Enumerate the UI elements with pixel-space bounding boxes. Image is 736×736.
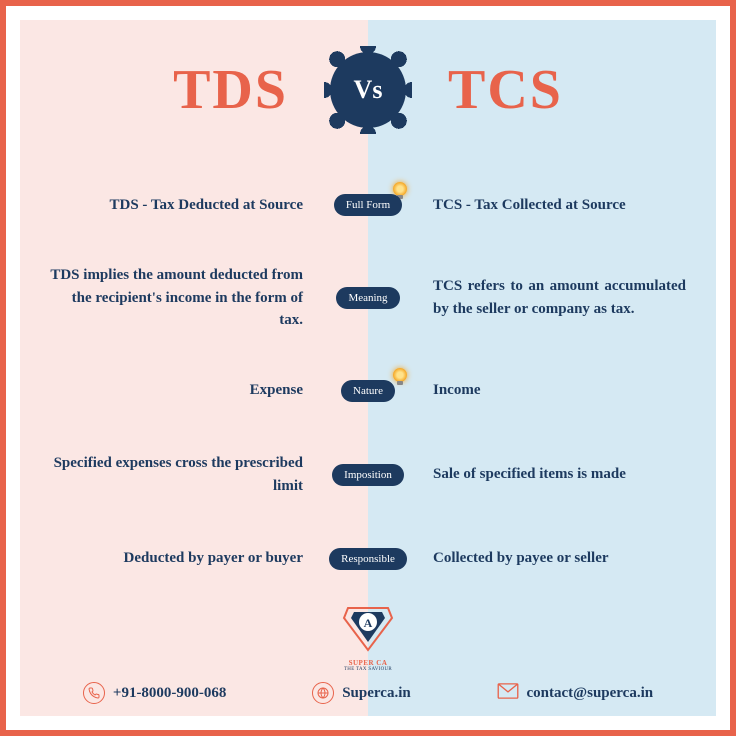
contact-email: contact@superca.in	[497, 683, 654, 704]
comparison-row: TDS - Tax Deducted at Source Full Form TCS…	[20, 180, 716, 230]
comparison-rows: TDS - Tax Deducted at Source Full Form TCS…	[20, 180, 716, 618]
website-text: Superca.in	[342, 685, 411, 702]
row-pill-wrap: Responsible	[323, 548, 413, 570]
row-right-text: Collected by payee or seller	[413, 547, 716, 570]
row-right-text: TCS - Tax Collected at Source	[413, 194, 716, 217]
phone-text: +91-8000-900-068	[113, 685, 227, 702]
row-right-text: Sale of specified items is made	[413, 463, 716, 486]
category-pill: Responsible	[329, 548, 407, 570]
row-left-text: Deducted by payer or buyer	[20, 547, 323, 570]
row-left-text: Expense	[20, 379, 323, 402]
row-pill-wrap: Full Form	[323, 194, 413, 216]
comparison-row: TDS implies the amount deducted from the…	[20, 264, 716, 332]
row-left-text: Specified expenses cross the prescribed …	[20, 452, 323, 497]
mail-icon	[497, 683, 519, 704]
row-pill-wrap: Imposition	[323, 464, 413, 486]
category-pill: Full Form	[334, 194, 402, 216]
vs-text: Vs	[354, 75, 383, 105]
vs-badge: Vs	[328, 50, 408, 130]
svg-text:A: A	[364, 616, 373, 630]
globe-icon	[312, 682, 334, 704]
split-background: TDS Vs TCS TDS - Tax Deducted at Source F…	[20, 20, 716, 716]
category-pill: Nature	[341, 380, 395, 402]
comparison-row: Expense Nature Income	[20, 366, 716, 416]
row-left-text: TDS - Tax Deducted at Source	[20, 194, 323, 217]
phone-icon	[83, 682, 105, 704]
footer: A SUPER CA THE TAX SAVIOUR +91-8000-900-…	[20, 602, 716, 704]
title-tcs: TCS	[438, 58, 716, 122]
title-row: TDS Vs TCS	[20, 50, 716, 130]
title-tds: TDS	[20, 58, 298, 122]
brand-name: SUPER CA	[340, 659, 396, 667]
category-pill: Imposition	[332, 464, 404, 486]
row-right-text: TCS refers to an amount accumulated by t…	[413, 275, 716, 320]
contact-website: Superca.in	[312, 682, 411, 704]
comparison-row: Deducted by payer or buyer Responsible Col…	[20, 534, 716, 584]
contact-row: +91-8000-900-068 Superca.in contact@supe…	[20, 682, 716, 704]
contact-phone: +91-8000-900-068	[83, 682, 227, 704]
comparison-row: Specified expenses cross the prescribed …	[20, 450, 716, 500]
email-text: contact@superca.in	[527, 685, 654, 702]
row-pill-wrap: Nature	[323, 380, 413, 402]
brand-tagline: THE TAX SAVIOUR	[340, 667, 396, 672]
infographic-card: TDS Vs TCS TDS - Tax Deducted at Source F…	[0, 0, 736, 736]
row-pill-wrap: Meaning	[323, 287, 413, 309]
lightbulb-icon	[393, 368, 407, 382]
row-left-text: TDS implies the amount deducted from the…	[20, 264, 323, 332]
category-pill: Meaning	[336, 287, 399, 309]
brand-logo: A SUPER CA THE TAX SAVIOUR	[340, 602, 396, 672]
row-right-text: Income	[413, 379, 716, 402]
